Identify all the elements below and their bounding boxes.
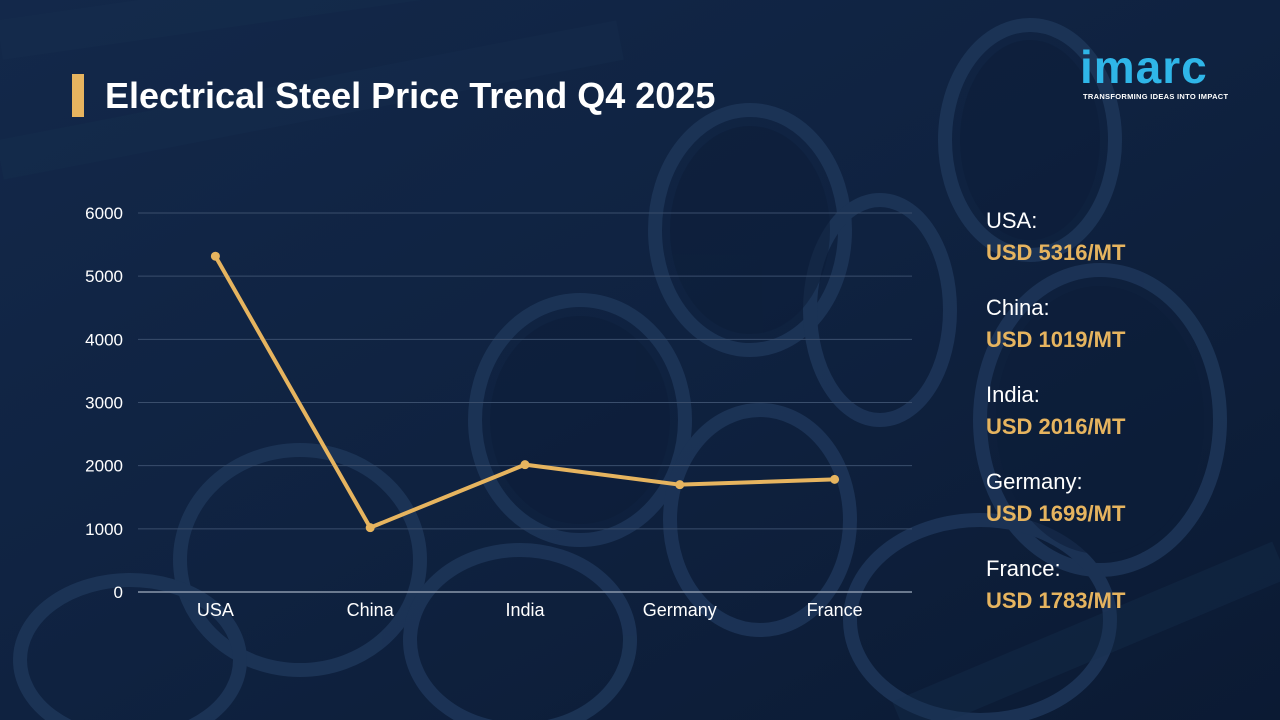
- price-country-label: India:: [986, 382, 1040, 407]
- price-country-label: Germany:: [986, 469, 1083, 494]
- price-item: USA: USD 5316/MT: [986, 205, 1266, 269]
- price-item: China: USD 1019/MT: [986, 292, 1266, 356]
- y-tick-label: 5000: [85, 267, 123, 286]
- title-accent-bar: [72, 74, 84, 117]
- imarc-logo: imarc TRANSFORMING IDEAS INTO IMPACT: [1080, 30, 1250, 105]
- price-country-label: China:: [986, 295, 1050, 320]
- data-point-germany: [675, 480, 685, 490]
- price-item: India: USD 2016/MT: [986, 379, 1266, 443]
- y-tick-label: 4000: [85, 330, 123, 349]
- price-item: Germany: USD 1699/MT: [986, 466, 1266, 530]
- price-value: USD 2016/MT: [986, 414, 1126, 439]
- price-line-chart: 0 1000 2000 3000 4000 5000 6000 USA China India G…: [85, 204, 912, 620]
- x-tick-label: China: [347, 600, 395, 620]
- data-point-usa: [210, 251, 220, 261]
- series-line: [213, 254, 837, 530]
- price-value: USD 5316/MT: [986, 240, 1126, 265]
- x-tick-label: Germany: [643, 600, 717, 620]
- y-tick-label: 3000: [85, 394, 123, 413]
- x-tick-label: France: [807, 600, 863, 620]
- y-tick-label: 0: [114, 583, 123, 602]
- data-point-china: [365, 523, 375, 533]
- price-value: USD 1699/MT: [986, 501, 1126, 526]
- y-tick-label: 2000: [85, 457, 123, 476]
- price-country-label: France:: [986, 556, 1061, 581]
- logo-wordmark: imarc: [1080, 41, 1208, 93]
- x-tick-label: USA: [197, 600, 234, 620]
- price-country-label: USA:: [986, 208, 1038, 233]
- price-summary-panel: USA: USD 5316/MT China: USD 1019/MT India: US…: [986, 205, 1266, 640]
- y-tick-label: 1000: [85, 520, 123, 539]
- y-tick-label: 6000: [85, 204, 123, 223]
- data-point-india: [520, 460, 530, 470]
- price-item: France: USD 1783/MT: [986, 553, 1266, 617]
- price-value: USD 1783/MT: [986, 588, 1126, 613]
- page-title: Electrical Steel Price Trend Q4 2025: [105, 75, 716, 116]
- price-value: USD 1019/MT: [986, 327, 1126, 352]
- logo-tagline: TRANSFORMING IDEAS INTO IMPACT: [1083, 92, 1229, 101]
- x-tick-label: India: [505, 600, 545, 620]
- data-point-france: [830, 474, 840, 484]
